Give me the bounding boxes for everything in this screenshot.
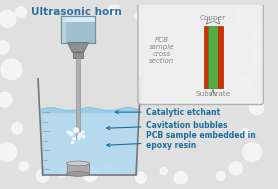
Circle shape [241, 128, 250, 138]
Polygon shape [68, 43, 88, 52]
Text: PCB sample embedded in
epoxy resin: PCB sample embedded in epoxy resin [107, 131, 256, 150]
Circle shape [77, 136, 81, 139]
Circle shape [236, 9, 249, 23]
Circle shape [242, 143, 262, 162]
Circle shape [0, 92, 12, 107]
Bar [76, 58, 80, 138]
Circle shape [229, 162, 242, 175]
Circle shape [82, 135, 85, 138]
Bar [41, 109, 138, 175]
Bar [203, 26, 208, 88]
Text: Cavitation bubbles: Cavitation bubbles [107, 121, 228, 130]
Circle shape [250, 48, 267, 66]
Circle shape [83, 166, 98, 181]
Circle shape [216, 171, 225, 180]
Circle shape [174, 171, 187, 184]
Bar [208, 26, 218, 88]
Circle shape [58, 170, 66, 178]
Bar [218, 26, 223, 88]
Circle shape [71, 141, 74, 144]
Text: Ultrasonic horn: Ultrasonic horn [31, 8, 121, 17]
Circle shape [15, 6, 27, 18]
Ellipse shape [67, 161, 90, 166]
Bar [61, 16, 66, 43]
Text: Catalytic etchant: Catalytic etchant [115, 108, 221, 117]
Circle shape [160, 167, 167, 175]
Circle shape [242, 75, 253, 86]
Circle shape [0, 10, 16, 27]
Bar [73, 52, 83, 58]
Text: PCB
sample
cross
section: PCB sample cross section [149, 37, 175, 64]
Ellipse shape [67, 172, 90, 176]
Circle shape [0, 143, 17, 162]
Circle shape [81, 131, 84, 133]
FancyBboxPatch shape [138, 4, 264, 105]
Circle shape [67, 130, 70, 134]
FancyBboxPatch shape [61, 16, 95, 43]
Circle shape [250, 28, 260, 38]
Text: Substrate: Substrate [195, 91, 231, 97]
Bar [67, 163, 90, 174]
Circle shape [135, 172, 147, 184]
Circle shape [249, 100, 264, 115]
Circle shape [105, 163, 114, 173]
Circle shape [0, 41, 9, 54]
Circle shape [19, 162, 29, 171]
Circle shape [134, 12, 142, 20]
Circle shape [73, 137, 76, 140]
Circle shape [73, 128, 79, 133]
Bar [61, 16, 95, 22]
Text: Copper: Copper [200, 15, 226, 21]
Circle shape [1, 59, 22, 80]
Circle shape [70, 132, 73, 136]
Circle shape [36, 169, 49, 183]
Circle shape [108, 4, 120, 15]
Circle shape [78, 133, 82, 137]
Circle shape [11, 122, 23, 134]
